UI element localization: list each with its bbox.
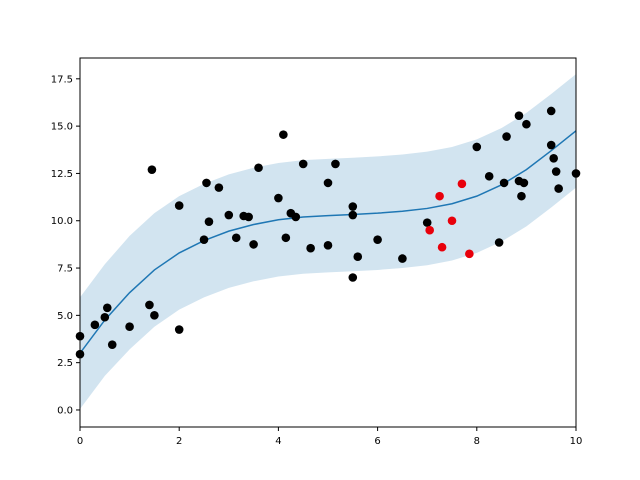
data-point (517, 191, 526, 201)
x-tick-label: 8 (474, 436, 480, 447)
red-point-series (425, 179, 474, 259)
data-point (502, 132, 511, 141)
y-tick-label: 2.5 (57, 358, 73, 369)
data-point (499, 178, 509, 188)
data-point (522, 119, 531, 129)
data-point (514, 111, 524, 121)
data-point (102, 303, 112, 313)
data-point (519, 178, 529, 188)
highlighted-data-point (425, 225, 434, 235)
highlighted-data-point (457, 179, 467, 189)
data-point (494, 238, 504, 247)
highlighted-data-point (465, 249, 474, 259)
y-tick-label: 12.5 (51, 169, 73, 180)
axes-frame (79, 57, 577, 428)
x-tick-label: 0 (77, 436, 83, 447)
data-point (549, 153, 558, 163)
data-point (202, 178, 211, 188)
data-point (298, 159, 308, 169)
data-point (145, 300, 154, 310)
data-point (323, 178, 333, 188)
data-point (472, 142, 482, 152)
data-point (249, 240, 258, 249)
data-point (348, 202, 358, 211)
y-tick-label: 0.0 (57, 405, 73, 416)
data-point (348, 210, 358, 220)
x-tick-label: 10 (570, 436, 583, 447)
axis-ticks: 0 2 4 6 8 10 0.0 2.5 5.0 7.5 10.0 12.5 15.0 17.5 (51, 74, 583, 447)
data-point (331, 159, 340, 169)
chart-marks (75, 74, 581, 410)
fit-line (80, 130, 576, 354)
y-tick-label: 10.0 (51, 216, 73, 227)
data-point (554, 184, 563, 193)
highlighted-data-point (437, 242, 447, 252)
data-point (281, 233, 291, 243)
x-tick-label: 2 (176, 436, 182, 447)
data-point (254, 163, 263, 173)
data-point (398, 254, 407, 263)
data-point (546, 140, 556, 150)
x-tick-label: 6 (374, 436, 380, 447)
data-point (174, 325, 184, 334)
data-point (214, 183, 224, 192)
data-point (100, 312, 110, 322)
data-point (125, 322, 134, 332)
data-point (224, 210, 234, 220)
data-point (174, 201, 184, 210)
data-point (204, 217, 214, 226)
data-point (348, 273, 358, 282)
data-point (353, 252, 363, 261)
data-point (484, 171, 494, 181)
data-point (150, 311, 159, 320)
data-point (231, 233, 241, 243)
data-point (551, 167, 561, 176)
data-point (306, 243, 315, 253)
highlighted-data-point (435, 191, 444, 201)
y-tick-label: 15.0 (51, 122, 73, 133)
data-point (147, 165, 157, 174)
data-point (199, 235, 209, 244)
y-tick-label: 5.0 (57, 311, 73, 322)
data-point (373, 235, 382, 244)
y-tick-label: 17.5 (51, 74, 73, 85)
x-tick-label: 4 (275, 436, 281, 447)
data-point (279, 130, 288, 139)
data-point (291, 212, 301, 222)
data-point (274, 193, 283, 203)
data-point (90, 320, 100, 330)
black-point-series (75, 106, 581, 359)
data-point (422, 218, 432, 227)
y-tick-label: 7.5 (57, 264, 73, 275)
data-point (323, 241, 333, 250)
data-point (546, 106, 556, 116)
highlighted-data-point (447, 216, 457, 226)
data-point (244, 212, 253, 222)
data-point (107, 340, 117, 349)
